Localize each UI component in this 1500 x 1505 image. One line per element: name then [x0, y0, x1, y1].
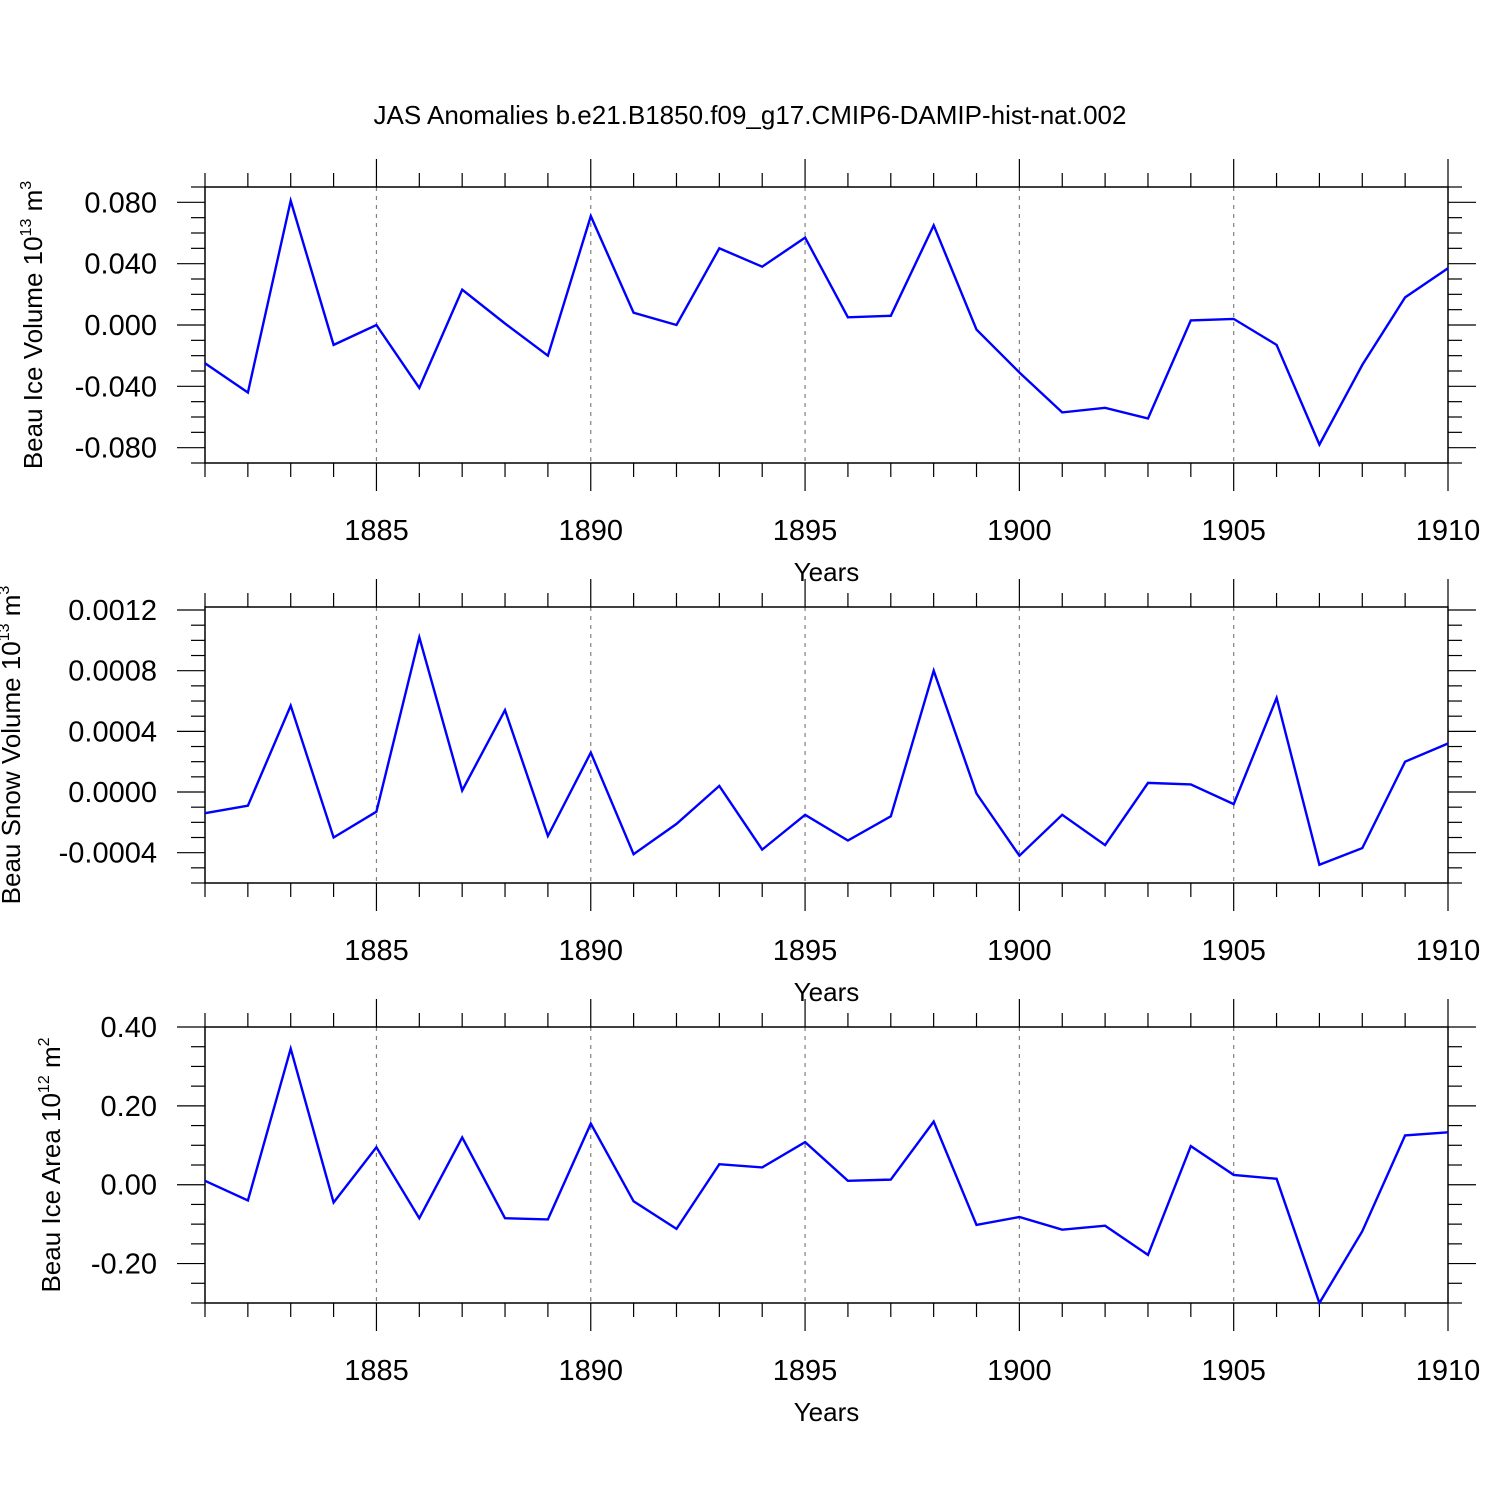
- plot-frame: [205, 1027, 1448, 1303]
- x-tick-label: 1885: [344, 515, 409, 547]
- x-tick-label: 1910: [1416, 1355, 1481, 1387]
- y-tick-label: 0.0004: [68, 716, 157, 748]
- y-tick-label: 0.40: [101, 1012, 157, 1044]
- x-tick-label: 1895: [773, 935, 838, 967]
- x-tick-label: 1900: [987, 515, 1052, 547]
- y-axis-title-exponent: 12: [36, 1075, 53, 1093]
- x-tick-label: 1895: [773, 515, 838, 547]
- y-axis-title-text: Beau Ice Volume 10: [18, 236, 48, 469]
- y-axis-title-text: Beau Snow Volume 10: [0, 641, 26, 904]
- y-axis-title: Beau Snow Volume 1013 m3: [0, 586, 26, 905]
- y-axis-title-unit: m: [36, 1046, 66, 1075]
- x-axis-title: Years: [794, 977, 860, 1007]
- x-tick-label: 1900: [987, 935, 1052, 967]
- y-axis-title-unit-exponent: 2: [36, 1037, 53, 1046]
- x-tick-label: 1895: [773, 1355, 838, 1387]
- y-tick-label: -0.20: [91, 1249, 157, 1281]
- x-tick-label: 1905: [1201, 935, 1266, 967]
- x-tick-label: 1905: [1201, 1355, 1266, 1387]
- y-tick-label: 0.080: [84, 187, 157, 219]
- y-tick-label: 0.000: [84, 310, 157, 342]
- y-axis-title-unit-exponent: 3: [18, 181, 35, 190]
- y-axis-title-unit-exponent: 3: [0, 586, 13, 595]
- y-tick-label: 0.0012: [68, 595, 157, 627]
- y-axis-title: Beau Ice Volume 1013 m3: [18, 181, 48, 469]
- y-tick-label: 0.20: [101, 1091, 157, 1123]
- chart-title: JAS Anomalies b.e21.B1850.f09_g17.CMIP6-…: [374, 100, 1127, 130]
- y-tick-label: -0.080: [75, 433, 157, 465]
- y-tick-label: 0.040: [84, 249, 157, 281]
- y-tick-label: -0.0004: [59, 838, 157, 870]
- y-axis-title-text: Beau Ice Area 10: [36, 1093, 66, 1292]
- y-tick-label: 0.0000: [68, 777, 157, 809]
- plot-frame: [205, 607, 1448, 883]
- x-axis-title: Years: [794, 557, 860, 587]
- y-axis-title-exponent: 13: [0, 623, 13, 641]
- y-axis-title-unit: m: [18, 190, 48, 219]
- series-line: [205, 201, 1448, 445]
- x-tick-label: 1885: [344, 935, 409, 967]
- y-tick-label: 0.0008: [68, 656, 157, 688]
- panel-ice-volume: -0.080 -0.040 0.000 0.040 0.080 1885 1890 1895 1…: [18, 159, 1480, 587]
- y-axis-title-unit: m: [0, 595, 26, 624]
- x-tick-label: 1890: [559, 1355, 624, 1387]
- y-tick-label: -0.040: [75, 371, 157, 403]
- panel-snow-volume: -0.0004 0.0000 0.0004 0.0008 0.0012 1885 1890 1…: [0, 579, 1480, 1007]
- x-tick-label: 1905: [1201, 515, 1266, 547]
- series-line: [205, 637, 1448, 865]
- panel-ice-area: -0.20 0.00 0.20 0.40 1885 1890 1895 1900 1905 191…: [36, 999, 1480, 1427]
- x-tick-label: 1910: [1416, 515, 1481, 547]
- x-tick-label: 1885: [344, 1355, 409, 1387]
- x-axis-title: Years: [794, 1397, 860, 1427]
- series-line: [205, 1049, 1448, 1303]
- x-tick-label: 1910: [1416, 935, 1481, 967]
- x-tick-label: 1890: [559, 515, 624, 547]
- y-tick-label: 0.00: [101, 1170, 157, 1202]
- y-axis-title-exponent: 13: [18, 219, 35, 237]
- y-axis-title: Beau Ice Area 1012 m2: [36, 1037, 66, 1292]
- x-tick-label: 1890: [559, 935, 624, 967]
- plot-frame: [205, 187, 1448, 463]
- x-tick-label: 1900: [987, 1355, 1052, 1387]
